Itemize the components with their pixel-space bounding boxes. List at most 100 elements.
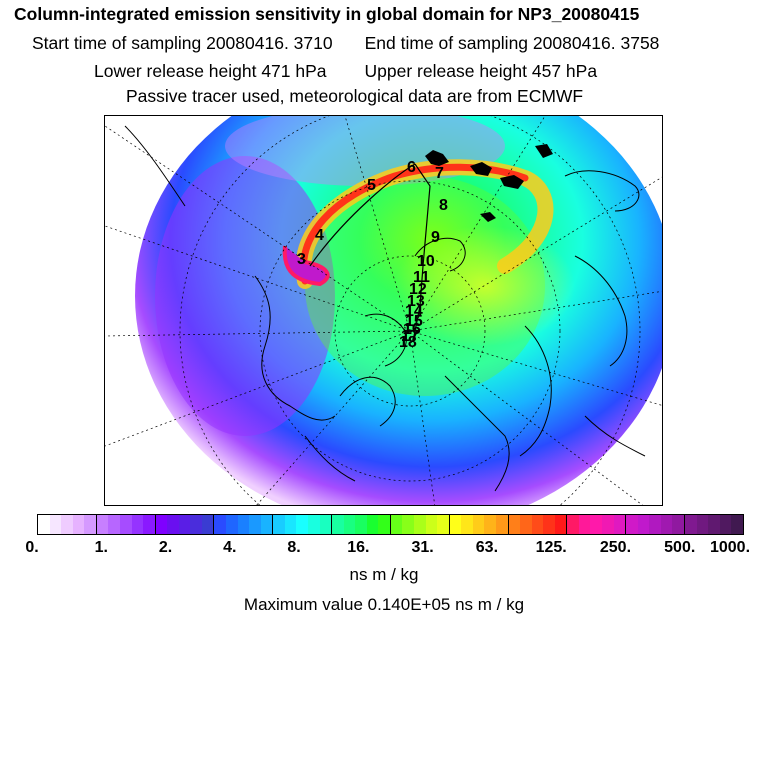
colorbar-segment [484, 515, 496, 534]
colorbar-segment [167, 515, 179, 534]
colorbar-segment [390, 515, 403, 534]
dark-landmass-blobs [425, 144, 553, 222]
colorbar-segment [319, 515, 333, 534]
colorbar-segment [531, 515, 544, 534]
colorbar-segment [190, 515, 202, 534]
colorbar-segment [61, 515, 73, 534]
colorbar-segment [38, 515, 50, 534]
colorbar-segment [143, 515, 156, 534]
track-label: 5 [367, 177, 376, 194]
colorbar-segment [590, 515, 602, 534]
colorbar [37, 514, 744, 535]
track-label: 14 [405, 303, 423, 320]
colorbar-segment [201, 515, 215, 534]
colorbar-segment [602, 515, 614, 534]
colorbar-segment [119, 515, 132, 534]
colorbar-segment [355, 515, 367, 534]
colorbar-segment [660, 515, 673, 534]
colorbar-segment [731, 515, 743, 534]
track-label: 12 [409, 281, 427, 298]
colorbar-segment [719, 515, 732, 534]
colorbar-segment [708, 515, 720, 534]
coastlines [124, 125, 646, 492]
colorbar-tick-label: 16. [347, 539, 370, 556]
release-height-line: Lower release height 471 hPa Upper releas… [94, 60, 768, 82]
colorbar-tick-label: 4. [223, 539, 237, 556]
track-label: 3 [297, 251, 306, 268]
colorbar-tick-label: 1000. [709, 539, 751, 556]
colorbar-segment [449, 515, 462, 534]
colorbar-segment [72, 515, 85, 534]
colorbar-tick-label: 2. [158, 539, 173, 556]
upper-release-height-label: Upper release height 457 hPa [364, 61, 598, 81]
track-label: 18 [399, 334, 417, 351]
maximum-value-label: Maximum value 0.140E+05 ns m / kg [243, 595, 525, 614]
colorbar-segment [96, 515, 109, 534]
colorbar-segment [296, 515, 308, 534]
colorbar-segment [672, 515, 685, 534]
end-time-label: End time of sampling 20080416. 3758 [364, 33, 660, 53]
track-label: 15 [405, 313, 423, 330]
colorbar-segment [554, 515, 568, 534]
start-time-label: Start time of sampling 20080416. 3710 [32, 33, 333, 53]
polar-map: 3 4 5 6 7 8 9 10 11 12 13 14 15 16 17 18 [104, 115, 663, 506]
colorbar-segment [260, 515, 274, 534]
colorbar-tick-label: 125. [535, 539, 567, 556]
colorbar-tick-label: 63. [475, 539, 499, 556]
track-label: 7 [435, 165, 444, 182]
colorbar-segment [402, 515, 414, 534]
colorbar-tick-label: 0. [25, 539, 39, 556]
plot-title: Column-integrated emission sensitivity i… [14, 4, 640, 24]
track-label: 8 [439, 197, 448, 214]
colorbar-segment [626, 515, 638, 534]
colorbar-segment [84, 515, 97, 534]
tracer-note: Passive tracer used, meteorological data… [126, 86, 584, 106]
colorbar-segment [543, 515, 555, 534]
colorbar-tick-label: 500. [664, 539, 696, 556]
colorbar-segment [178, 515, 191, 534]
colorbar-segment [237, 515, 250, 534]
track-label: 17 [401, 328, 419, 345]
colorbar-segment [472, 515, 485, 534]
colorbar-segment [226, 515, 238, 534]
colorbar-segment [249, 515, 261, 534]
plume-source [282, 245, 330, 287]
colorbar-tick-label: 250. [599, 539, 632, 556]
colorbar-segment [461, 515, 473, 534]
colorbar-segment [508, 515, 521, 534]
colorbar-segment [649, 515, 661, 534]
colorbar-segment [425, 515, 438, 534]
map-canvas: 3 4 5 6 7 8 9 10 11 12 13 14 15 16 17 18 [105, 116, 662, 505]
track-label: 6 [407, 159, 416, 176]
colorbar-segment [578, 515, 591, 534]
sensitivity-field-purple-fringe [155, 156, 335, 436]
colorbar-segment [437, 515, 450, 534]
track-label: 9 [431, 229, 440, 246]
colorbar-tick-label: 1. [94, 539, 108, 556]
colorbar-segment [520, 515, 532, 534]
colorbar-tick-label: 31. [411, 539, 434, 556]
colorbar-segment [378, 515, 391, 534]
colorbar-segment [366, 515, 379, 534]
colorbar-segment [343, 515, 356, 534]
track-label: 10 [417, 253, 435, 270]
colorbar-segment [214, 515, 226, 534]
colorbar-segment [155, 515, 168, 534]
colorbar-segment [284, 515, 297, 534]
colorbar-segment [495, 515, 509, 534]
flight-track [309, 163, 431, 342]
colorbar-segment [696, 515, 709, 534]
track-label: 11 [413, 269, 430, 286]
track-label: 16 [403, 321, 421, 338]
colorbar-segment [307, 515, 320, 534]
colorbar-segment [332, 515, 344, 534]
colorbar-units: ns m / kg [349, 565, 419, 584]
colorbar-segment [414, 515, 426, 534]
sampling-time-line: Start time of sampling 20080416. 3710 End… [32, 32, 768, 54]
colorbar-segment [637, 515, 650, 534]
colorbar-segment [273, 515, 285, 534]
colorbar-segment [613, 515, 627, 534]
track-label: 13 [407, 293, 425, 310]
colorbar-segment [108, 515, 120, 534]
graticule [105, 116, 662, 505]
